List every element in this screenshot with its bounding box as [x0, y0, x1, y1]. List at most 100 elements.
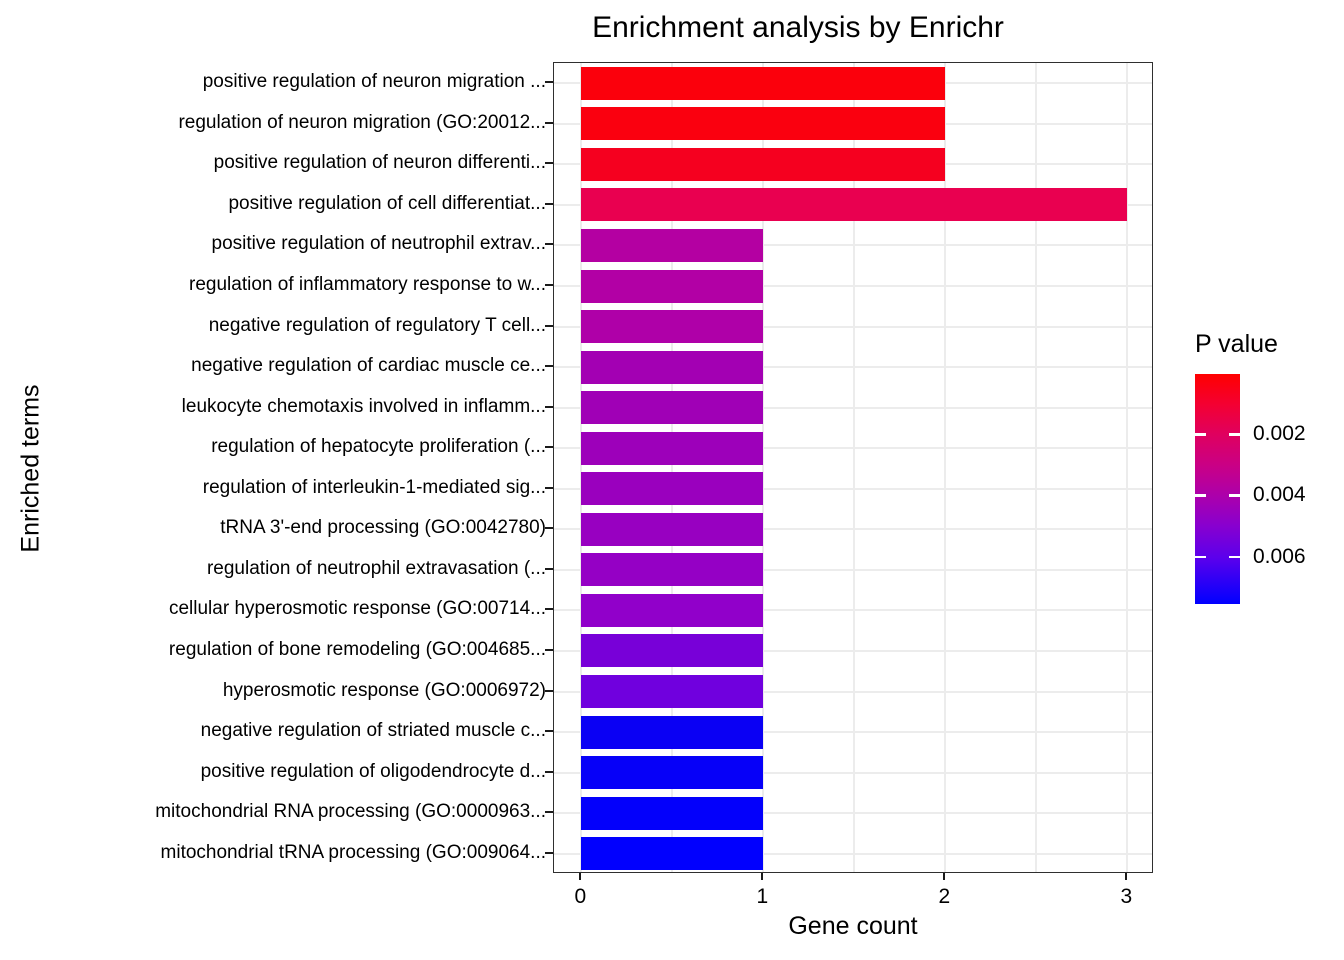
y-axis-label: positive regulation of neutrophil extrav… — [211, 233, 546, 255]
vertical-gridline — [853, 63, 856, 872]
y-tick-mark — [545, 324, 553, 327]
y-axis-label: cellular hyperosmotic response (GO:00714… — [168, 598, 546, 620]
y-axis-label: positive regulation of cell differentiat… — [228, 192, 546, 214]
colorbar-tick-mark — [1229, 433, 1240, 436]
horizontal-gridline — [554, 487, 1152, 490]
x-tick-label: 0 — [574, 885, 587, 908]
colorbar-tick-mark — [1195, 433, 1206, 436]
y-axis-label: regulation of interleukin-1-mediated sig… — [202, 476, 546, 498]
y-tick-mark — [545, 648, 553, 651]
horizontal-gridline — [554, 366, 1152, 369]
y-axis-label: tRNA 3'-end processing (GO:0042780) — [220, 517, 546, 539]
bar — [581, 269, 764, 303]
y-tick-mark — [545, 202, 553, 205]
bar — [581, 107, 946, 141]
bar — [581, 188, 1128, 222]
y-tick-mark — [545, 689, 553, 692]
x-tick-mark — [579, 873, 582, 880]
y-axis-label: positive regulation of neuron migration … — [202, 71, 546, 93]
colorbar-tick-label: 0.006 — [1253, 544, 1306, 568]
bar — [581, 634, 764, 668]
horizontal-gridline — [554, 649, 1152, 652]
vertical-gridline — [580, 63, 583, 872]
vertical-gridline — [1126, 63, 1129, 872]
y-axis-label: hyperosmotic response (GO:0006972) — [222, 679, 546, 701]
horizontal-gridline — [554, 812, 1152, 815]
y-tick-mark — [545, 770, 553, 773]
x-tick-label: 1 — [756, 885, 769, 908]
chart-title: Enrichment analysis by Enrichr — [592, 11, 1004, 44]
y-tick-mark — [545, 405, 553, 408]
y-tick-mark — [545, 121, 553, 124]
bar — [581, 796, 764, 830]
x-tick-mark — [1125, 873, 1128, 880]
bar — [581, 66, 946, 100]
bar — [581, 756, 764, 790]
bar — [581, 512, 764, 546]
y-axis-label: mitochondrial tRNA processing (GO:009064… — [160, 841, 546, 863]
horizontal-gridline — [554, 244, 1152, 247]
y-axis-label: positive regulation of neuron differenti… — [213, 152, 546, 174]
x-axis-title: Gene count — [788, 912, 918, 940]
x-tick-mark — [761, 873, 764, 880]
bar — [581, 391, 764, 425]
horizontal-gridline — [554, 568, 1152, 571]
bar — [581, 147, 946, 181]
colorbar-tick-mark — [1195, 494, 1206, 497]
horizontal-gridline — [554, 325, 1152, 328]
y-tick-mark — [545, 365, 553, 368]
horizontal-gridline — [554, 406, 1152, 409]
y-tick-mark — [545, 284, 553, 287]
horizontal-gridline — [554, 731, 1152, 734]
y-tick-mark — [545, 567, 553, 570]
bar — [581, 715, 764, 749]
x-tick-label: 3 — [1120, 885, 1133, 908]
x-tick-mark — [943, 873, 946, 880]
bar — [581, 431, 764, 465]
colorbar-tick-mark — [1229, 555, 1240, 559]
y-tick-mark — [545, 851, 553, 854]
bar — [581, 472, 764, 506]
colorbar-tick-label: 0.004 — [1253, 483, 1306, 507]
y-tick-mark — [545, 243, 553, 246]
vertical-gridline — [762, 63, 765, 872]
y-tick-mark — [545, 527, 553, 530]
y-axis-label: regulation of hepatocyte proliferation (… — [211, 436, 546, 458]
horizontal-gridline — [554, 528, 1152, 531]
colorbar-tick-label: 0.002 — [1253, 422, 1306, 446]
y-tick-mark — [545, 608, 553, 611]
y-axis-label: negative regulation of striated muscle c… — [200, 720, 546, 742]
y-tick-mark — [545, 486, 553, 489]
y-tick-mark — [545, 730, 553, 733]
legend-title: P value — [1195, 330, 1278, 358]
bar — [581, 675, 764, 709]
x-tick-label: 2 — [938, 885, 951, 908]
bar — [581, 593, 764, 627]
horizontal-gridline — [554, 690, 1152, 693]
y-tick-mark — [545, 811, 553, 814]
y-axis-label: positive regulation of oligodendrocyte d… — [200, 760, 546, 782]
colorbar-tick-mark — [1195, 555, 1206, 559]
horizontal-gridline — [554, 852, 1152, 855]
y-axis-label: leukocyte chemotaxis involved in inflamm… — [181, 395, 546, 417]
y-axis-label: mitochondrial RNA processing (GO:0000963… — [155, 801, 546, 823]
bar — [581, 837, 764, 871]
vertical-gridline — [1035, 63, 1038, 872]
legend-colorbar — [1195, 374, 1240, 604]
horizontal-gridline — [554, 447, 1152, 450]
y-axis-label: regulation of neutrophil extravasation (… — [206, 557, 546, 579]
y-tick-mark — [545, 81, 553, 84]
horizontal-gridline — [554, 771, 1152, 774]
y-tick-mark — [545, 162, 553, 165]
bar — [581, 228, 764, 262]
bar — [581, 350, 764, 384]
horizontal-gridline — [554, 609, 1152, 612]
y-tick-mark — [545, 446, 553, 449]
vertical-gridline — [944, 63, 947, 872]
bar — [581, 310, 764, 344]
y-axis-label: negative regulation of regulatory T cell… — [208, 314, 546, 336]
vertical-gridline — [671, 63, 674, 872]
y-axis-label: regulation of bone remodeling (GO:004685… — [168, 638, 546, 660]
horizontal-gridline — [554, 285, 1152, 288]
